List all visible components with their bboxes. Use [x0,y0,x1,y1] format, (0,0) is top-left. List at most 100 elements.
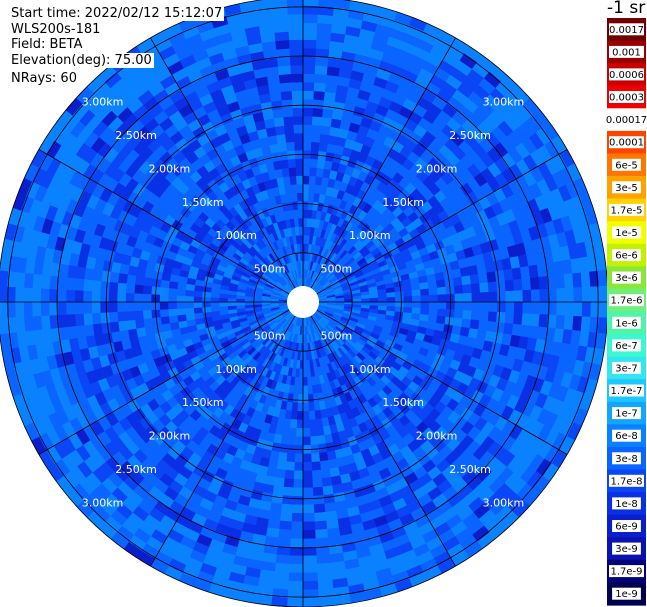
heatmap-cell [66,276,77,291]
heatmap-cell [429,294,439,303]
heatmap-cell [563,315,574,331]
heatmap-cell [116,292,126,303]
heatmap-cell [395,296,405,303]
heatmap-cell [462,284,473,294]
colorbar-label: 1e-7 [615,409,638,420]
heatmap-cell [437,308,447,318]
heatmap-cell [480,292,490,303]
heatmap-cell [323,493,336,505]
heatmap-cell [361,298,371,303]
heatmap-cell [539,288,549,303]
heatmap-cell [299,243,304,253]
heatmap-cell [311,132,321,143]
heatmap-cell [469,273,480,285]
heatmap-cell [302,411,310,421]
heatmap-cell [125,283,136,294]
heatmap-cell [302,529,316,540]
heatmap-cell [288,166,297,177]
heatmap-cell [83,278,93,292]
heatmap-cell [23,272,34,289]
heatmap-cell [302,580,319,591]
heatmap-cell [289,47,304,58]
heatmap-cell [302,124,313,134]
range-label: 2.50km [115,129,157,142]
heatmap-cell [176,301,186,309]
heatmap-cell [31,287,42,303]
colorbar-label: 1.7e-7 [610,386,642,397]
heatmap-cell [290,521,304,531]
heatmap-cell [403,296,413,303]
colorbar-label: 0.00017 [606,115,647,126]
heatmap-cell [321,116,333,127]
heatmap-cell [292,495,304,506]
heatmap-cell [494,322,506,335]
heatmap-cell [167,287,178,296]
heatmap-cell [496,301,507,313]
heatmap-cell [275,554,290,565]
heatmap-cell [117,282,127,293]
heatmap-cell [522,289,532,303]
heatmap-cell [313,401,321,412]
colorbar-label: 6e-8 [615,431,638,442]
heatmap-cell [454,301,464,311]
heatmap-cell [564,301,575,317]
heatmap-cell [556,301,566,316]
colorbar-label: 3e-9 [615,544,638,555]
heatmap-cell [291,504,304,514]
heatmap-cell [108,291,118,303]
heatmap-cell [323,502,337,513]
colorbar: 0.0017 0.001 0.0006 0.0003 0.00017 0.0001 6e-5… [606,18,647,606]
heatmap-cell [297,385,304,395]
heatmap-cell [66,313,77,328]
heatmap-cell [310,141,321,152]
heatmap-cell [293,132,304,142]
heatmap-cell [176,295,186,303]
heatmap-cell [159,286,169,296]
heatmap-cell [302,351,307,361]
range-label: 3.00km [82,96,124,109]
heatmap-cell [302,81,315,92]
range-label: 1.50km [182,396,224,409]
heatmap-cell [23,315,34,332]
heatmap-cell [210,301,220,308]
heatmap-cell [302,538,317,548]
heatmap-cell [428,287,439,296]
heatmap-cell [564,287,575,303]
heatmap-cell [302,462,313,472]
heatmap-cell [427,280,438,290]
heatmap-cell [479,282,489,293]
heatmap-cell [302,377,308,387]
heatmap-cell [302,572,318,582]
heatmap-cell [142,301,152,311]
heatmap-cell [297,402,304,412]
colorbar-label: 1e-5 [615,228,638,239]
heatmap-cell [286,0,304,7]
range-label: 1.00km [349,229,391,242]
heatmap-cell [496,311,506,324]
heatmap-cell [125,292,135,303]
heatmap-cell [176,307,186,316]
heatmap-cell [293,209,299,219]
colorbar-label: 0.0001 [609,138,644,149]
heatmap-cell [314,528,329,539]
heatmap-cell [289,538,304,548]
heatmap-cell [302,183,310,193]
heatmap-cell [184,307,195,315]
heatmap-cell [420,307,430,316]
heatmap-cell [280,503,293,514]
heatmap-cell [386,292,396,298]
colorbar-label: 1.7e-6 [610,296,642,307]
heatmap-cell [316,554,331,565]
heatmap-cell [91,290,101,303]
heatmap-cell [0,317,9,335]
heatmap-cell [286,597,304,607]
heatmap-cell [437,294,447,303]
heatmap-cell [0,285,8,303]
heatmap-cell [287,580,304,591]
heatmap-cell [283,116,294,126]
heatmap-cell [470,283,481,294]
heatmap-cell [15,316,26,333]
heatmap-cell [521,313,532,327]
heatmap-cell [288,30,304,41]
